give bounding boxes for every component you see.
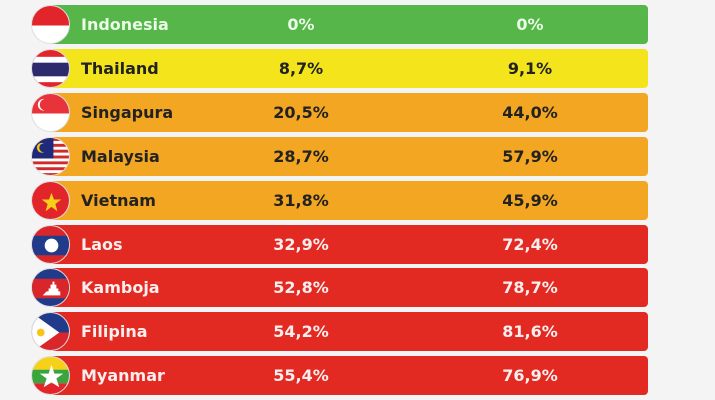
table-row: Kamboja 52,8% 78,7%	[50, 268, 648, 308]
country-name: Thailand	[81, 58, 159, 78]
value-col2: 0%	[516, 15, 544, 34]
value-col2: 9,1%	[507, 58, 553, 78]
country-name: Laos	[81, 234, 123, 254]
value-col1: 32,9%	[273, 234, 329, 254]
country-name: Malaysia	[81, 146, 160, 166]
table-row: Singapura 20,5% 44,0%	[50, 92, 648, 132]
value-col1: 52,8%	[273, 278, 329, 298]
table-row: Filipina 54,2% 81,6%	[50, 312, 648, 352]
singapore-flag-icon	[31, 92, 70, 132]
value-col1: 28,7%	[273, 146, 329, 166]
value-col2: 76,9%	[502, 366, 558, 386]
indonesia-flag-icon	[31, 5, 70, 44]
value-col2: 81,6%	[502, 322, 558, 342]
thailand-flag-icon	[31, 48, 70, 88]
country-name: Myanmar	[81, 366, 165, 386]
value-col2: 57,9%	[502, 146, 558, 166]
value-col1: 20,5%	[273, 102, 329, 122]
table-row: Malaysia 28,7% 57,9%	[50, 136, 648, 176]
value-col1: 8,7%	[278, 58, 324, 78]
value-col1: 0%	[287, 15, 315, 34]
table-row: Thailand 8,7% 9,1%	[50, 48, 648, 88]
vietnam-flag-icon	[31, 180, 70, 220]
value-col1: 31,8%	[273, 190, 329, 210]
country-name: Indonesia	[81, 15, 169, 34]
myanmar-flag-icon	[31, 356, 70, 396]
value-col2: 44,0%	[502, 102, 558, 122]
value-col2: 78,7%	[502, 278, 558, 298]
country-name: Singapura	[81, 102, 174, 122]
table-row: Indonesia 0% 0%	[50, 5, 648, 44]
table-row: Vietnam 31,8% 45,9%	[50, 180, 648, 220]
country-name: Filipina	[81, 322, 148, 342]
value-col2: 72,4%	[502, 234, 558, 254]
philippines-flag-icon	[31, 312, 70, 352]
malaysia-flag-icon	[31, 136, 70, 176]
table-row: Myanmar 55,4% 76,9%	[50, 356, 648, 396]
value-col2: 45,9%	[502, 190, 558, 210]
cambodia-flag-icon	[31, 268, 70, 308]
laos-flag-icon	[31, 224, 70, 264]
country-name: Vietnam	[81, 190, 156, 210]
value-col1: 54,2%	[273, 322, 329, 342]
table-row: Laos 32,9% 72,4%	[50, 224, 648, 264]
value-col1: 55,4%	[273, 366, 329, 386]
country-name: Kamboja	[81, 278, 160, 298]
